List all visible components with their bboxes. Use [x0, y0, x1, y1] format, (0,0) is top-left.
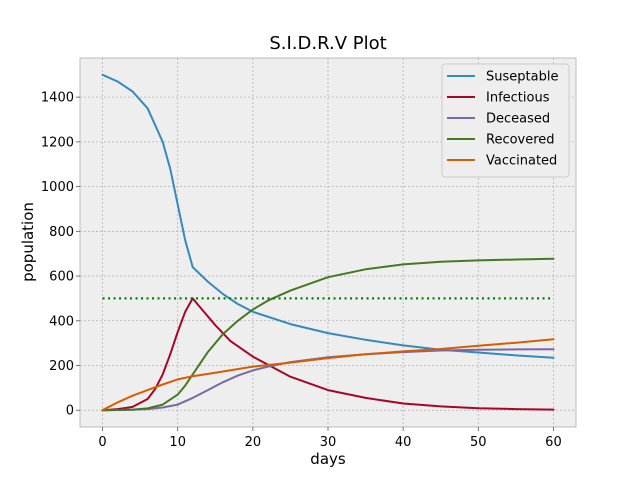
x-tick-label: 50	[470, 435, 487, 450]
x-axis-ticks: 0 10 20 30 40 50 60	[98, 427, 562, 450]
series-lines	[101, 73, 555, 412]
x-tick-label: 20	[245, 435, 262, 450]
y-tick-label: 600	[49, 270, 74, 285]
y-tick-label: 1400	[41, 91, 74, 106]
x-tick-label: 30	[320, 435, 337, 450]
chart-title: S.I.D.R.V Plot	[269, 33, 386, 54]
x-axis-label: days	[310, 450, 346, 468]
y-axis-label: population	[19, 202, 37, 282]
y-tick-label: 400	[49, 314, 74, 329]
series-line-suseptable	[101, 73, 555, 359]
legend: Suseptable Infectious Deceased Recovered Vac…	[441, 63, 570, 178]
y-tick-label: 1200	[41, 135, 74, 150]
y-tick-label: 200	[49, 359, 74, 374]
legend-label: Suseptable	[486, 70, 558, 85]
y-axis-ticks: 0 200 400 600 800 1000 1200 1400	[41, 91, 80, 419]
series-line-deceased	[101, 348, 555, 412]
series-line-recovered	[101, 257, 555, 412]
legend-box	[441, 63, 570, 178]
series-line-vaccinated	[101, 338, 555, 412]
legend-label: Deceased	[486, 112, 550, 127]
y-tick-label: 1000	[41, 180, 74, 195]
legend-label: Vaccinated	[486, 154, 557, 169]
legend-label: Recovered	[486, 133, 555, 148]
y-tick-label: 0	[66, 404, 74, 419]
x-tick-label: 40	[395, 435, 412, 450]
series-line-infectious	[101, 297, 555, 412]
y-tick-label: 800	[49, 225, 74, 240]
legend-label: Infectious	[486, 91, 550, 106]
x-tick-label: 10	[169, 435, 186, 450]
x-tick-label: 60	[545, 435, 562, 450]
x-tick-label: 0	[98, 435, 106, 450]
